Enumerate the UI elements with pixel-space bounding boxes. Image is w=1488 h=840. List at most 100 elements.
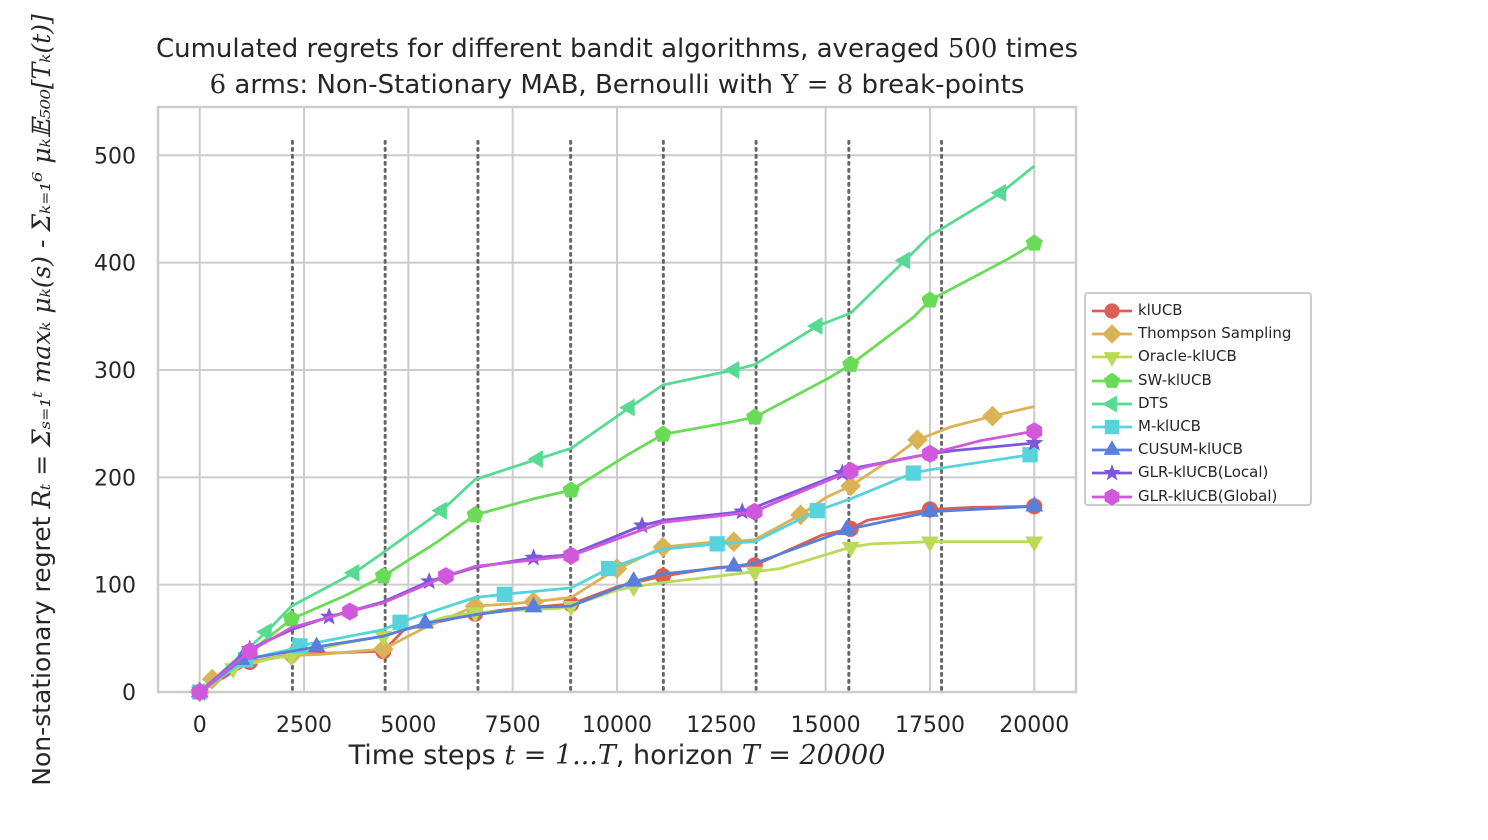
y-tick-label: 100	[94, 574, 136, 599]
data-point-dts	[256, 622, 272, 641]
title-text-3: arms: Non-Stationary MAB, Bernoulli with	[226, 70, 782, 100]
data-point-glr-klucb-local	[524, 548, 543, 566]
data-point-cusum-klucb	[921, 501, 939, 517]
legend-item: CUSUM-klUCB	[1086, 439, 1312, 461]
legend-swatch	[1092, 488, 1132, 506]
data-point-m-klucb	[709, 536, 725, 552]
data-point-sw-klucb	[746, 408, 764, 425]
x-axis-label-text-2: , horizon	[615, 740, 742, 771]
title-text-4: break-points	[853, 70, 1025, 100]
legend-swatch	[1092, 464, 1132, 481]
x-tick-label: 12500	[686, 713, 756, 738]
data-point-cusum-klucb	[307, 636, 326, 653]
data-point-oracle-klucb	[745, 566, 764, 583]
data-point-glr-klucb-global	[746, 502, 763, 521]
data-point-m-klucb	[392, 614, 408, 630]
legend-item: SW-klUCB	[1086, 370, 1312, 392]
data-point-glr-klucb-global	[922, 444, 938, 463]
data-point-glr-klucb-global	[438, 567, 454, 586]
data-point-thompson-sampling	[982, 405, 1003, 427]
data-point-cusum-klucb	[837, 519, 856, 536]
data-point-dts	[527, 450, 543, 468]
legend-item: M-klUCB	[1086, 416, 1312, 438]
legend-swatch	[1092, 372, 1132, 388]
legend-item: klUCB	[1086, 300, 1312, 322]
legend-swatch-marker	[1103, 440, 1121, 456]
title-math-1: 500	[947, 34, 998, 64]
legend-item: Oracle-klUCB	[1086, 346, 1312, 368]
y-axis-label-math: Rₜ = Σₛ₌₁ᵗ maxₖ μₖ(s) - Σₖ₌₁⁶ μₖ𝔼₅₀₀[Tₖ(…	[27, 14, 56, 509]
data-point-sw-klucb	[1025, 234, 1043, 251]
legend-label: DTS	[1138, 393, 1169, 412]
legend: klUCB Thompson Sampling Oracle-klUCB SW-klU…	[1084, 292, 1312, 506]
data-point-sw-klucb	[562, 481, 580, 498]
data-point-sw-klucb	[374, 567, 392, 584]
data-point-dts	[343, 563, 360, 582]
y-tick-label: 0	[122, 681, 136, 706]
legend-item: GLR-klUCB(Global)	[1086, 486, 1312, 508]
x-tick-label: 20000	[999, 713, 1069, 738]
data-point-cusum-klucb	[624, 571, 643, 587]
data-point-dts	[723, 361, 739, 379]
legend-swatch-marker	[1104, 488, 1120, 506]
data-point-dts	[806, 317, 823, 335]
legend-item: DTS	[1086, 393, 1312, 415]
data-point-glr-klucb-global	[342, 602, 358, 621]
data-point-glr-klucb-global	[242, 642, 258, 661]
data-point-sw-klucb	[842, 355, 860, 372]
data-point-oracle-klucb	[1025, 536, 1044, 553]
data-point-thompson-sampling	[840, 475, 861, 497]
legend-swatch	[1092, 395, 1132, 413]
data-point-glr-klucb-local	[733, 502, 752, 520]
data-point-cusum-klucb	[1025, 496, 1044, 512]
series-sw-klucb	[191, 234, 1043, 700]
data-point-dts	[619, 398, 635, 417]
data-point-m-klucb	[905, 465, 921, 481]
x-axis-label-text-1: Time steps	[348, 740, 505, 771]
series-glr-klucb-global	[191, 422, 1043, 701]
legend-swatch-marker	[1104, 303, 1120, 319]
x-tick-label: 2500	[276, 713, 332, 738]
plot-frame	[156, 105, 1078, 694]
data-point-glr-klucb-local	[633, 516, 651, 534]
y-tick-label: 500	[94, 144, 136, 169]
legend-item: Thompson Sampling	[1086, 323, 1312, 345]
legend-label: CUSUM-klUCB	[1138, 440, 1243, 459]
legend-swatch	[1092, 419, 1132, 435]
legend-label: Oracle-klUCB	[1138, 347, 1237, 366]
data-point-sw-klucb	[283, 610, 301, 627]
data-point-glr-klucb-local	[833, 463, 852, 481]
data-point-glr-klucb-local	[1025, 433, 1044, 451]
legend-swatch-marker	[1103, 372, 1121, 388]
legend-swatch	[1092, 440, 1132, 456]
data-point-m-klucb	[496, 586, 512, 602]
x-axis-label-math-2: T = 20000	[741, 740, 886, 771]
legend-swatch-marker	[1103, 352, 1121, 368]
data-point-sw-klucb	[466, 505, 484, 523]
title-math-3: Υ = 8	[781, 70, 854, 100]
chart-title-line1: Cumulated regrets for different bandit a…	[0, 34, 1234, 64]
data-point-m-klucb	[1022, 447, 1038, 463]
legend-label: M-klUCB	[1138, 417, 1201, 435]
x-axis-label: Time steps t = 1...T, horizon T = 20000	[158, 740, 1076, 771]
x-tick-label: 10000	[582, 713, 652, 738]
title-math-2: 6	[209, 70, 227, 100]
legend-label: GLR-klUCB(Local)	[1138, 463, 1269, 482]
data-point-dts	[431, 501, 447, 520]
data-point-thompson-sampling	[373, 638, 394, 660]
data-point-dts	[990, 183, 1007, 202]
data-point-m-klucb	[809, 502, 825, 519]
data-point-m-klucb	[601, 560, 617, 577]
data-point-cusum-klucb	[524, 596, 543, 613]
x-tick-label: 17500	[895, 713, 965, 738]
legend-label: Thompson Sampling	[1138, 324, 1292, 343]
data-point-glr-klucb-global	[1026, 422, 1043, 441]
legend-label: klUCB	[1138, 301, 1183, 319]
y-tick-label: 300	[94, 359, 136, 384]
data-point-sw-klucb	[654, 425, 672, 442]
legend-swatch	[1092, 303, 1132, 319]
legend-swatch-marker	[1104, 419, 1120, 435]
y-axis-label-text: Non-stationary regret	[27, 508, 56, 786]
legend-swatch	[1092, 352, 1132, 368]
